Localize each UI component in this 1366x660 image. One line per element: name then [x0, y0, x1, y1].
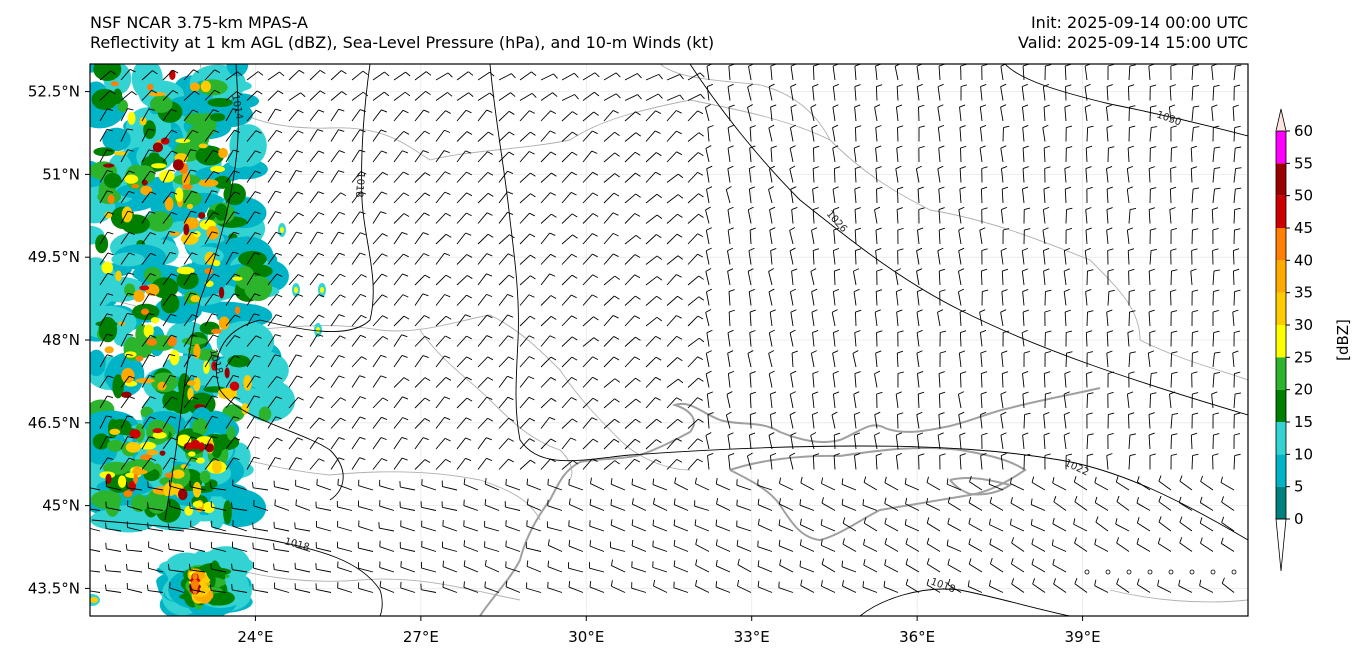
colorbar-segment: [1276, 389, 1286, 422]
colorbar-segment: [1276, 486, 1286, 519]
lat-tick-label: 48°N: [42, 331, 80, 349]
coastline: [479, 387, 1101, 616]
isobar-label: 1014: [229, 94, 244, 121]
colorbar: 0 5 10 15 20 25 30 35 40 45 50 55 60 [dBZ]: [1275, 108, 1352, 572]
lon-tick-label: 27°E: [403, 628, 439, 646]
colorbar-label: [dBZ]: [1334, 319, 1352, 361]
valid-time: Valid: 2025-09-14 15:00 UTC: [1017, 33, 1248, 52]
colorbar-tick-label: 40: [1294, 251, 1313, 269]
lat-tick-label: 51°N: [42, 165, 80, 183]
colorbar-segment: [1276, 325, 1286, 358]
colorbar-tick-label: 15: [1294, 413, 1313, 431]
title-block: NSF NCAR 3.75-km MPAS-A Reflectivity at …: [90, 13, 714, 53]
colorbar-min-extension: [1275, 518, 1287, 572]
lon-tick-label: 24°E: [237, 628, 273, 646]
map-axes: 24°E 27°E 30°E 33°E 36°E 39°E 52.5°N 51°N 49.5°N…: [28, 83, 1101, 646]
colorbar-segment: [1276, 195, 1286, 228]
isobar-label: 1018: [353, 172, 366, 198]
colorbar-segment: [1276, 260, 1286, 293]
init-time: Init: 2025-09-14 00:00 UTC: [1030, 13, 1248, 32]
colorbar-tick-label: 60: [1294, 122, 1313, 140]
colorbar-segment: [1276, 454, 1286, 487]
colorbar-segment: [1276, 422, 1286, 455]
colorbar-tick-label: 20: [1294, 381, 1313, 399]
colorbar-tick-label: 30: [1294, 316, 1313, 334]
colorbar-segment: [1276, 131, 1286, 164]
lon-tick-label: 33°E: [734, 628, 770, 646]
colorbar-tick-label: 5: [1294, 478, 1304, 496]
isobars: [91, 64, 1248, 616]
wind-barbs: [90, 64, 1242, 593]
colorbar-tick-label: 50: [1294, 187, 1313, 205]
time-block: Init: 2025-09-14 00:00 UTC Valid: 2025-0…: [1018, 13, 1248, 53]
lon-tick-label: 30°E: [568, 628, 604, 646]
colorbar-segment: [1276, 163, 1286, 196]
colorbar-tick-label: 0: [1294, 510, 1304, 528]
model-title: NSF NCAR 3.75-km MPAS-A: [90, 13, 308, 32]
isobar-label: 1022: [1063, 458, 1091, 479]
colorbar-segment: [1276, 357, 1286, 390]
colorbar-tick-label: 25: [1294, 348, 1313, 366]
lat-tick-label: 45°N: [42, 497, 80, 515]
graticule: [90, 64, 1248, 616]
colorbar-tick-label: 10: [1294, 445, 1313, 463]
lat-tick-label: 43.5°N: [28, 579, 80, 597]
colorbar-tick-label: 55: [1294, 154, 1313, 172]
country-borders: [109, 64, 1248, 603]
lat-tick-label: 52.5°N: [28, 83, 80, 101]
isobar-label: 1018: [929, 576, 957, 595]
lat-tick-label: 46.5°N: [28, 414, 80, 432]
lat-tick-label: 49.5°N: [28, 248, 80, 266]
colorbar-tick-label: 45: [1294, 219, 1313, 237]
isobar-label: 1030: [1155, 109, 1183, 128]
field-title: Reflectivity at 1 km AGL (dBZ), Sea-Leve…: [90, 33, 715, 52]
colorbar-segment: [1276, 292, 1286, 325]
colorbar-max-extension: [1275, 108, 1287, 132]
colorbar-tick-label: 35: [1294, 284, 1313, 302]
colorbar-segment: [1276, 228, 1286, 261]
lon-tick-label: 39°E: [1065, 628, 1101, 646]
lon-tick-label: 36°E: [899, 628, 935, 646]
